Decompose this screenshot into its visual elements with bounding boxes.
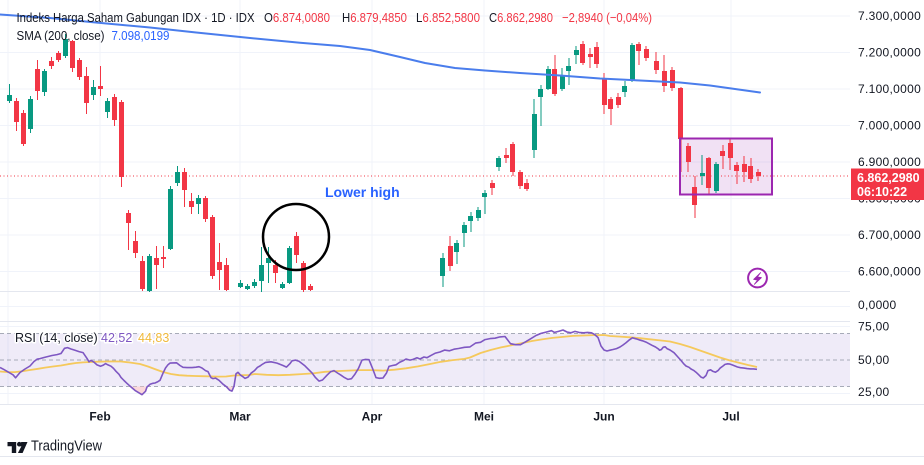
svg-text:Jul: Jul <box>722 410 739 424</box>
svg-text:L6.852,5800: L6.852,5800 <box>416 10 480 25</box>
svg-text:6.862,2980: 6.862,2980 <box>857 171 920 185</box>
svg-text:7.000,0000: 7.000,0000 <box>858 119 921 133</box>
svg-text:7.300,0000: 7.300,0000 <box>858 9 921 23</box>
svg-text:44,83: 44,83 <box>138 331 169 345</box>
svg-text:25,00: 25,00 <box>858 385 890 399</box>
svg-text:Jun: Jun <box>593 410 614 424</box>
svg-text:Apr: Apr <box>362 410 383 424</box>
svg-text:O6.874,0080: O6.874,0080 <box>264 10 330 25</box>
svg-text:H6.879,4850: H6.879,4850 <box>342 10 407 25</box>
svg-text:7.098,0199: 7.098,0199 <box>112 28 170 43</box>
svg-text:42,52: 42,52 <box>101 331 132 345</box>
svg-text:06:10:22: 06:10:22 <box>857 185 907 199</box>
svg-text:Feb: Feb <box>89 410 110 424</box>
svg-text:6.700,0000: 6.700,0000 <box>858 228 921 242</box>
svg-text:Lower high: Lower high <box>325 184 400 200</box>
svg-text:−2,8940 (−0,04%): −2,8940 (−0,04%) <box>562 10 652 25</box>
svg-text:RSI (14, close): RSI (14, close) <box>15 331 98 345</box>
svg-text:7.200,0000: 7.200,0000 <box>858 46 921 60</box>
svg-text:C6.862,2980: C6.862,2980 <box>489 10 553 25</box>
svg-text:TradingView: TradingView <box>31 439 102 455</box>
svg-text:6.600,0000: 6.600,0000 <box>858 265 921 279</box>
svg-text:Indeks Harga Saham Gabungan ID: Indeks Harga Saham Gabungan IDX · 1D · I… <box>17 10 255 25</box>
svg-text:SMA (200, close): SMA (200, close) <box>17 28 105 43</box>
svg-text:6.900,0000: 6.900,0000 <box>858 155 921 169</box>
svg-text:0,0000: 0,0000 <box>858 298 897 312</box>
svg-text:Mar: Mar <box>229 410 251 424</box>
svg-text:7.100,0000: 7.100,0000 <box>858 82 921 96</box>
svg-text:75,00: 75,00 <box>858 320 890 334</box>
svg-text:Mei: Mei <box>474 410 494 424</box>
svg-text:50,00: 50,00 <box>858 353 890 367</box>
